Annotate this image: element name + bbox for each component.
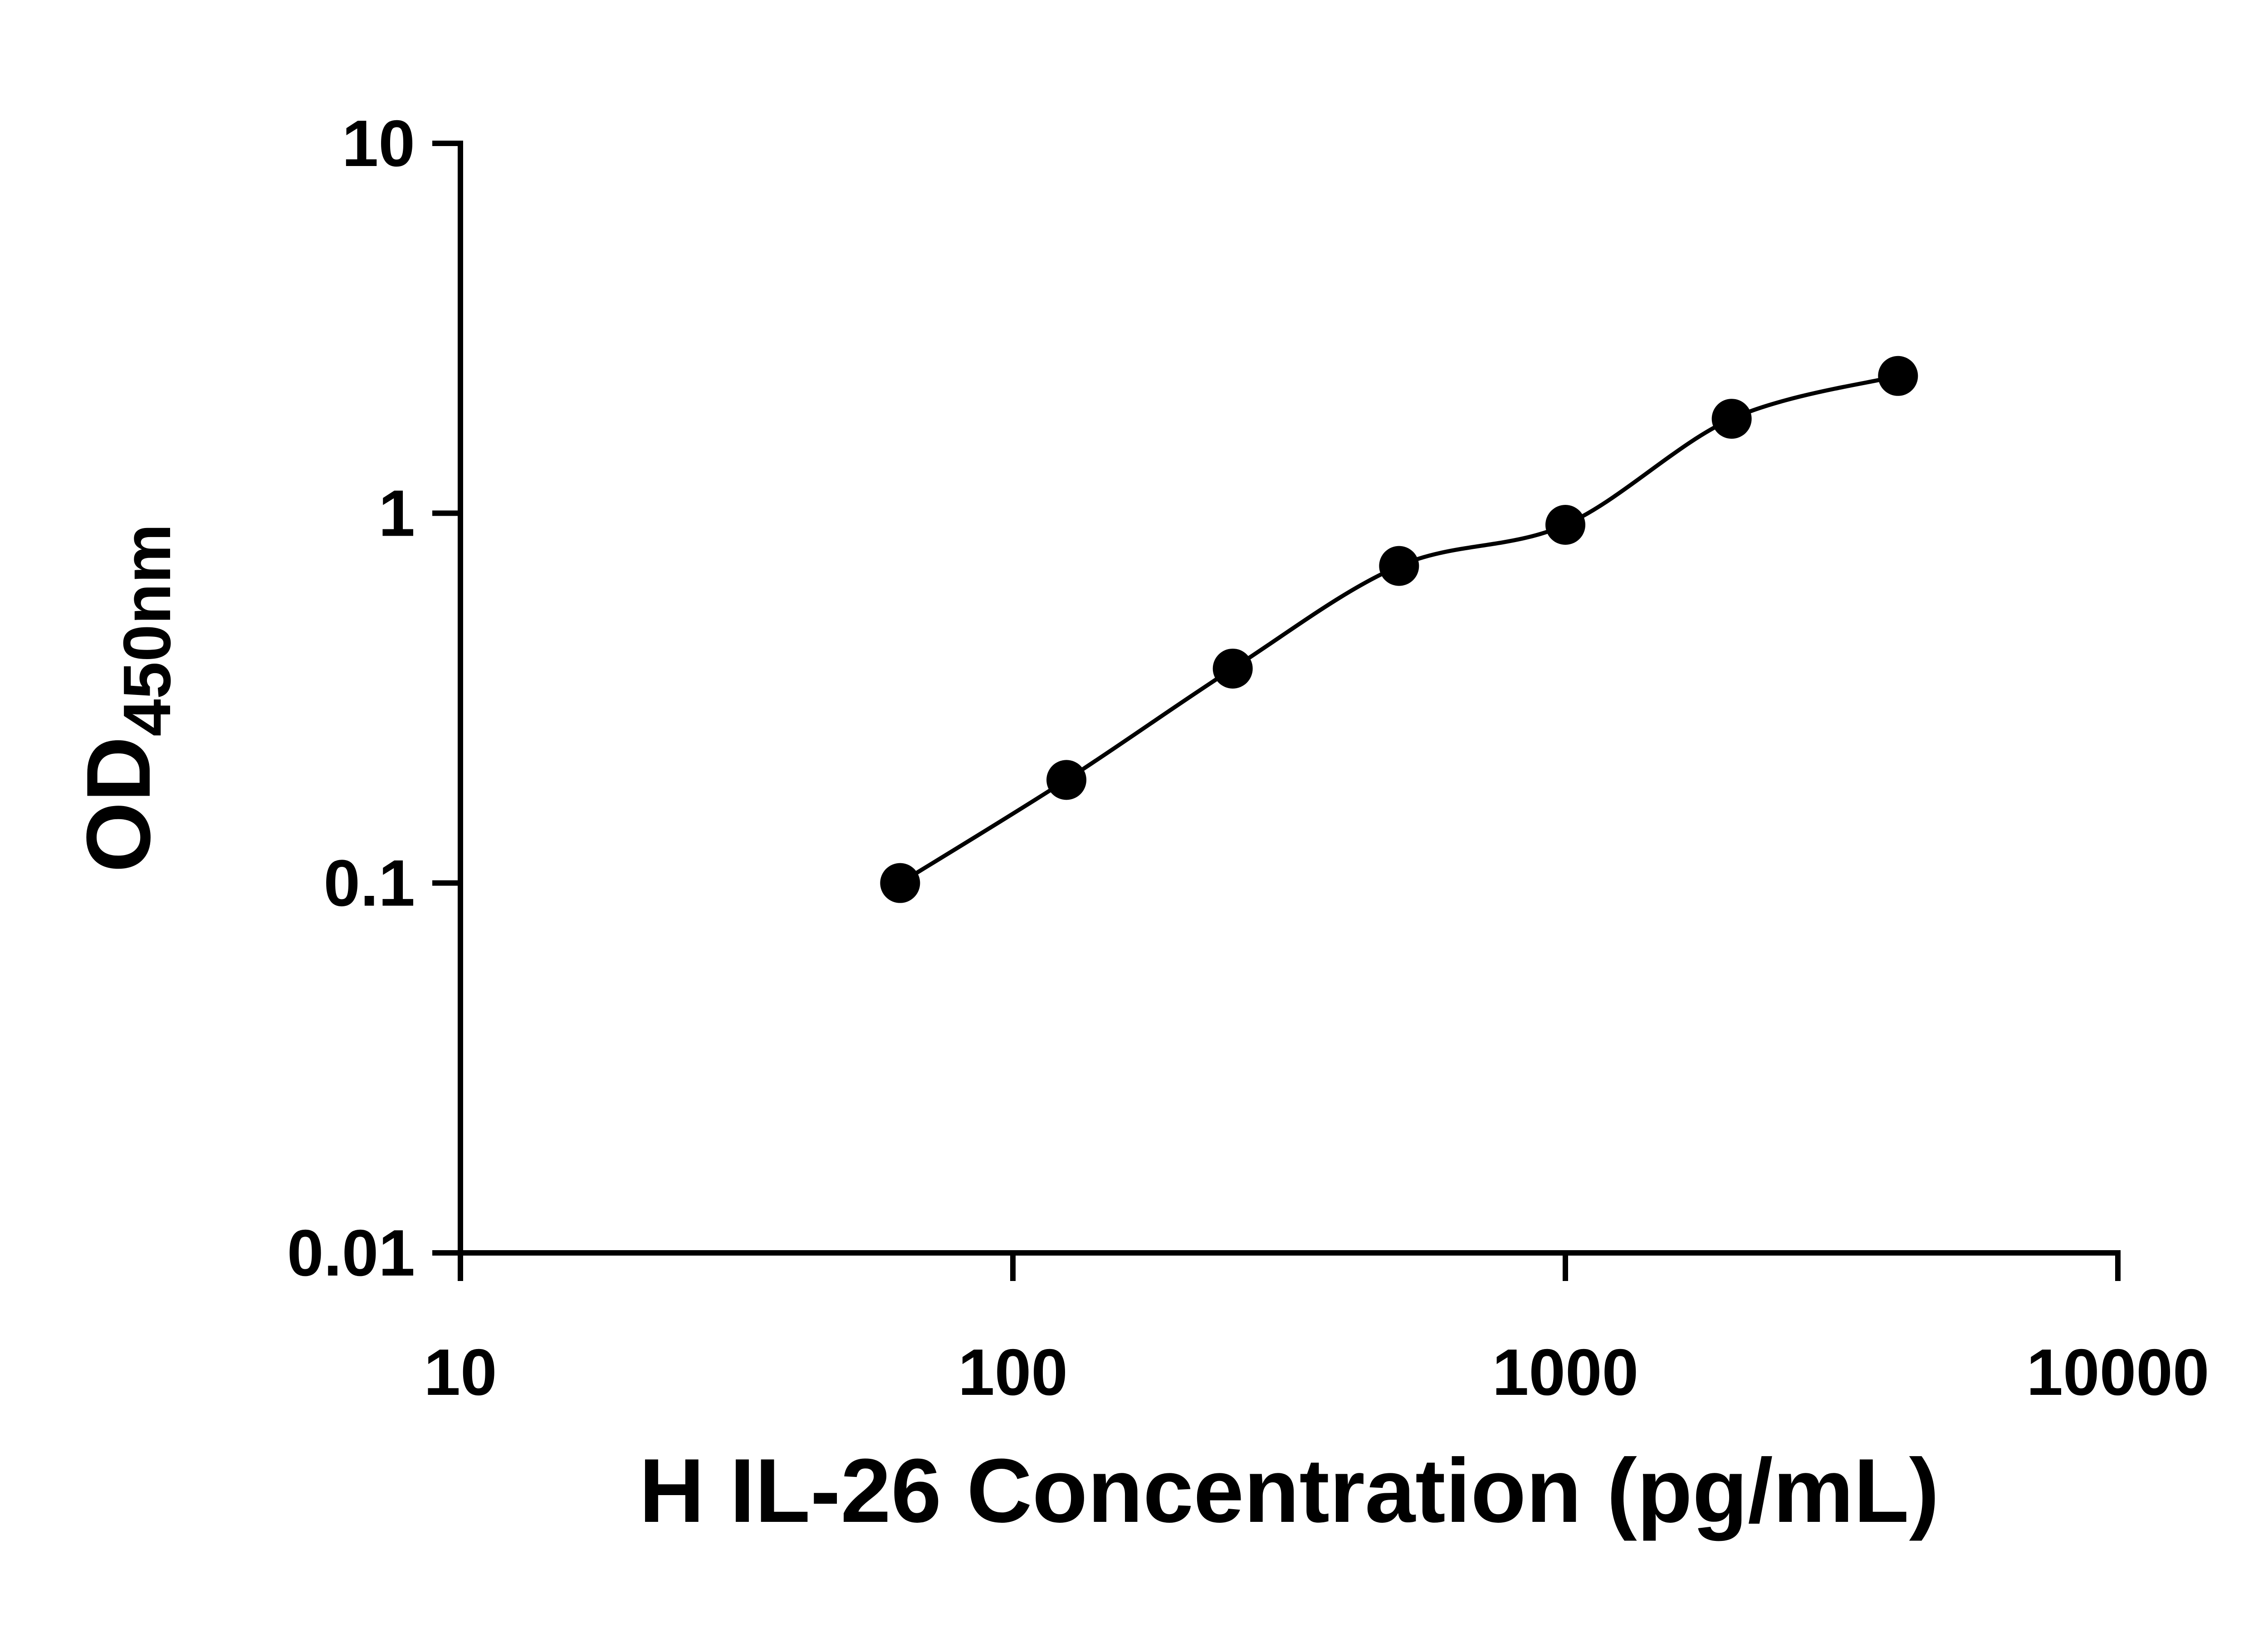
y-axis-ticks: 0.01 0.1 1 10 xyxy=(287,107,460,1290)
standard-curve-line xyxy=(899,374,1899,885)
data-point xyxy=(1711,399,1752,439)
y-tick-label: 0.1 xyxy=(323,846,415,920)
y-axis-title-main: OD xyxy=(68,736,169,872)
data-points xyxy=(880,356,1918,903)
y-tick-label: 0.01 xyxy=(287,1216,415,1290)
x-tick-label: 100 xyxy=(958,1335,1068,1409)
data-point xyxy=(1878,356,1918,396)
y-tick-label: 10 xyxy=(342,107,415,180)
x-tick-label: 1000 xyxy=(1492,1335,1639,1409)
data-point xyxy=(880,863,920,903)
x-axis-ticks: 10 100 1000 10000 xyxy=(424,1253,2209,1409)
data-point xyxy=(1379,546,1419,586)
x-tick-label: 10000 xyxy=(2026,1335,2209,1409)
y-axis-title: OD450nm xyxy=(68,524,185,873)
y-tick-label: 1 xyxy=(378,476,415,550)
x-tick-label: 10 xyxy=(424,1335,497,1409)
data-point xyxy=(1046,760,1087,800)
axis-lines xyxy=(458,141,2121,1256)
data-point xyxy=(1212,648,1253,689)
x-axis-title: H IL-26 Concentration (pg/mL) xyxy=(639,1440,1940,1541)
y-axis-title-subscript: 450nm xyxy=(110,524,185,737)
data-point xyxy=(1545,505,1585,545)
